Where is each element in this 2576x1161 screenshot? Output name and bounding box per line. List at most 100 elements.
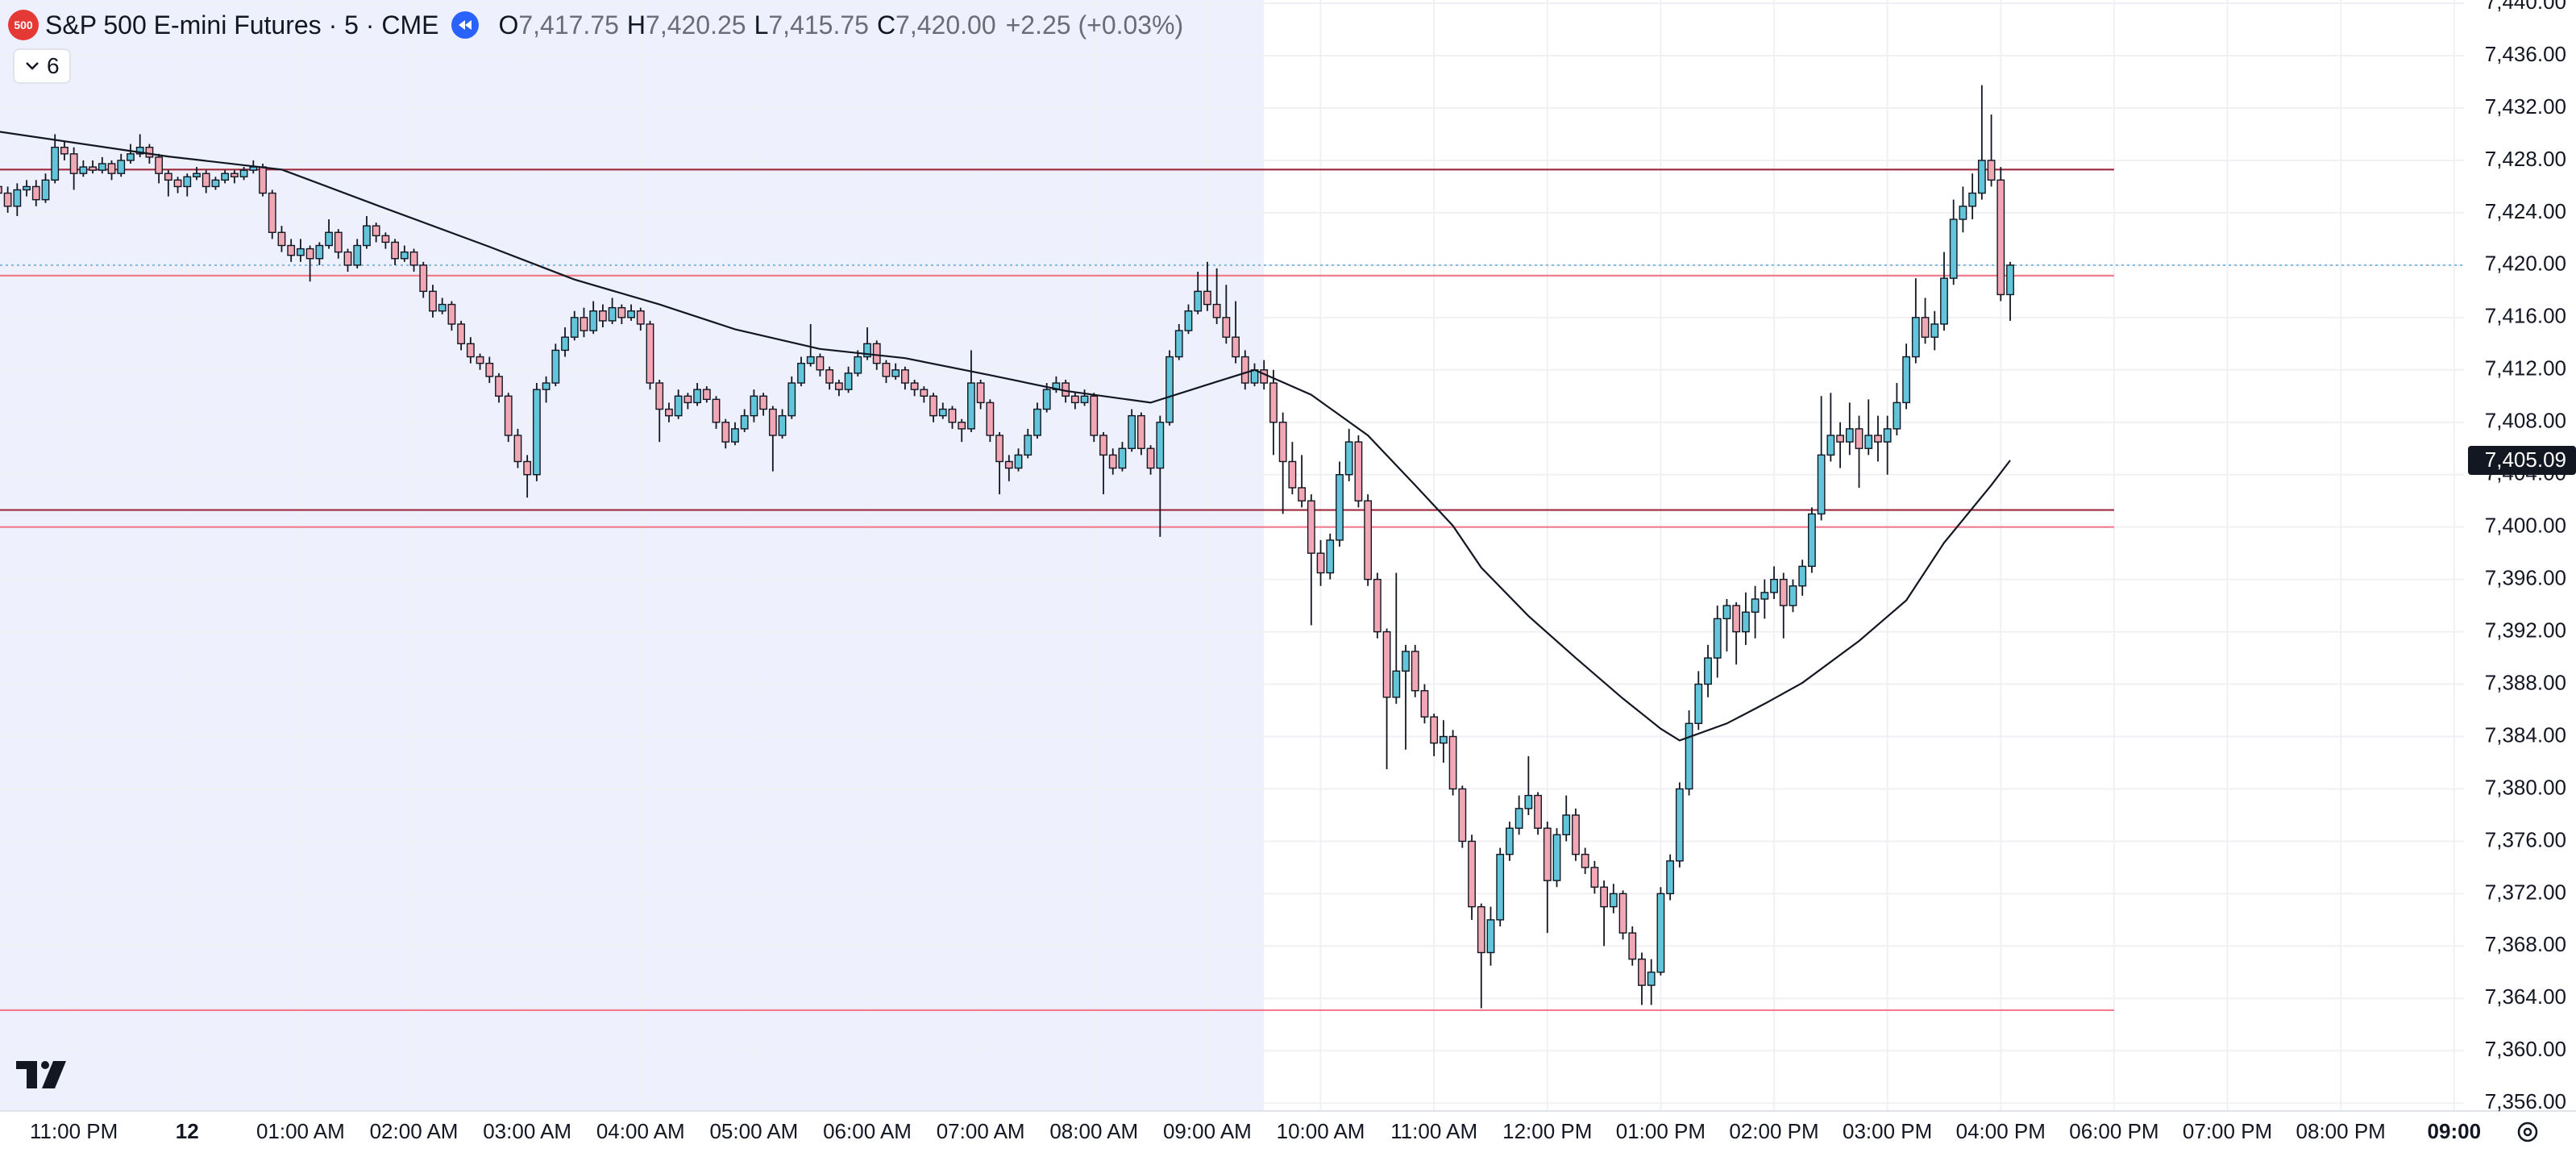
candle-body (230, 173, 239, 177)
logo-part (41, 1061, 49, 1069)
candle-body (1014, 454, 1023, 469)
candle-body (1402, 651, 1410, 672)
candle-body (259, 166, 267, 194)
candle-body (1184, 310, 1193, 331)
candle-body (1789, 585, 1797, 606)
candle-body (825, 369, 834, 384)
candle-body (1996, 179, 2005, 296)
candle-body (3, 192, 12, 207)
candle-body (513, 435, 522, 463)
candle-body (183, 176, 192, 188)
candle-body (1042, 389, 1051, 410)
candle-body (1128, 414, 1136, 449)
candle-body (986, 402, 995, 436)
symbol-icon[interactable]: 500 (8, 10, 39, 40)
candle-body (759, 395, 768, 410)
candle-body (589, 310, 598, 331)
x-tick-label: 10:00 AM (1277, 1119, 1365, 1143)
candle-body (1222, 317, 1231, 338)
candle-body (1212, 303, 1221, 318)
candle-body (995, 435, 1003, 463)
plot-area (0, 0, 2464, 1111)
candle-body (2006, 264, 2014, 296)
candle-body (1581, 853, 1589, 868)
indicator-count: 6 (47, 53, 60, 78)
candle-body (938, 408, 947, 417)
x-tick-label: 12 (176, 1119, 199, 1143)
candle-body (1354, 441, 1363, 501)
candle-body (409, 251, 418, 266)
candle-body (334, 231, 343, 253)
candle-body (1146, 447, 1155, 469)
y-tick-label: 7,388.00 (2485, 670, 2566, 694)
ohlc-value: 7,420.25 (646, 10, 746, 40)
x-tick-label: 06:00 AM (823, 1119, 912, 1143)
tv-logo[interactable] (16, 1061, 66, 1088)
candle-body (1534, 794, 1542, 829)
replay-glyph (459, 20, 472, 30)
y-tick-label: 7,424.00 (2485, 199, 2566, 223)
settings-button[interactable] (2517, 1121, 2538, 1142)
candle-body (60, 147, 69, 155)
candle-body (202, 173, 210, 188)
candle-body (1722, 605, 1731, 620)
candle-body (731, 428, 739, 443)
x-tick-label: 01:00 PM (1616, 1119, 1706, 1143)
candle-body (1562, 814, 1571, 836)
candle-body (1600, 886, 1609, 908)
candle-body (1232, 336, 1240, 358)
replay-icon (459, 20, 472, 30)
candle-body (296, 248, 305, 256)
candle-body (107, 163, 116, 174)
candle-body (797, 362, 805, 384)
candle-body (1638, 958, 1646, 986)
candle-body (429, 290, 437, 312)
x-tick-label: 07:00 PM (2183, 1119, 2272, 1143)
candle-body (391, 241, 399, 260)
x-tick-label: 08:00 PM (2296, 1119, 2386, 1143)
candle-body (193, 173, 201, 177)
candle-body (523, 460, 532, 476)
candle-body (1609, 893, 1618, 908)
candle-body (1392, 670, 1401, 698)
x-tick-label: 01:00 AM (256, 1119, 345, 1143)
candle-body (315, 244, 324, 260)
candle-body (542, 382, 551, 390)
candle-body (287, 244, 296, 256)
price-label-box (2468, 446, 2576, 476)
candle-body (419, 264, 428, 293)
indicators-toggle[interactable]: 6 (13, 48, 71, 84)
candle-body (627, 310, 635, 318)
candle-body (1921, 317, 1930, 338)
candle-body (1675, 788, 1684, 862)
candle-body (127, 153, 135, 161)
candle-body (372, 225, 380, 237)
symbol-title[interactable]: S&P 500 E-mini Futures · 5 · CME (45, 10, 439, 40)
candle-body (1694, 683, 1703, 724)
candle-body (1704, 657, 1712, 685)
y-tick-label: 7,364.00 (2485, 984, 2566, 1009)
y-tick-label: 7,360.00 (2485, 1037, 2566, 1061)
candle-body (1656, 893, 1665, 973)
candle-body (268, 192, 276, 233)
x-tick-label: 04:00 PM (1956, 1119, 2046, 1143)
candle-body (1666, 860, 1675, 895)
logo-part (16, 1061, 37, 1088)
candle-body (0, 185, 2, 194)
candle-body (1968, 192, 1977, 207)
candle-body (721, 422, 730, 443)
candle-body (1090, 395, 1099, 436)
candle-body (155, 156, 164, 174)
y-tick-label: 7,384.00 (2485, 722, 2566, 747)
candle-body (1751, 598, 1760, 613)
candle-body (1845, 428, 1854, 443)
candle-body (504, 395, 513, 436)
candle-body (1572, 814, 1580, 855)
candle-body (920, 389, 929, 397)
candle-body (164, 173, 172, 181)
candle-body (1260, 369, 1269, 384)
x-tick-label: 03:00 PM (1843, 1119, 1932, 1143)
candle-body (1685, 722, 1693, 790)
replay-button[interactable] (451, 11, 480, 39)
